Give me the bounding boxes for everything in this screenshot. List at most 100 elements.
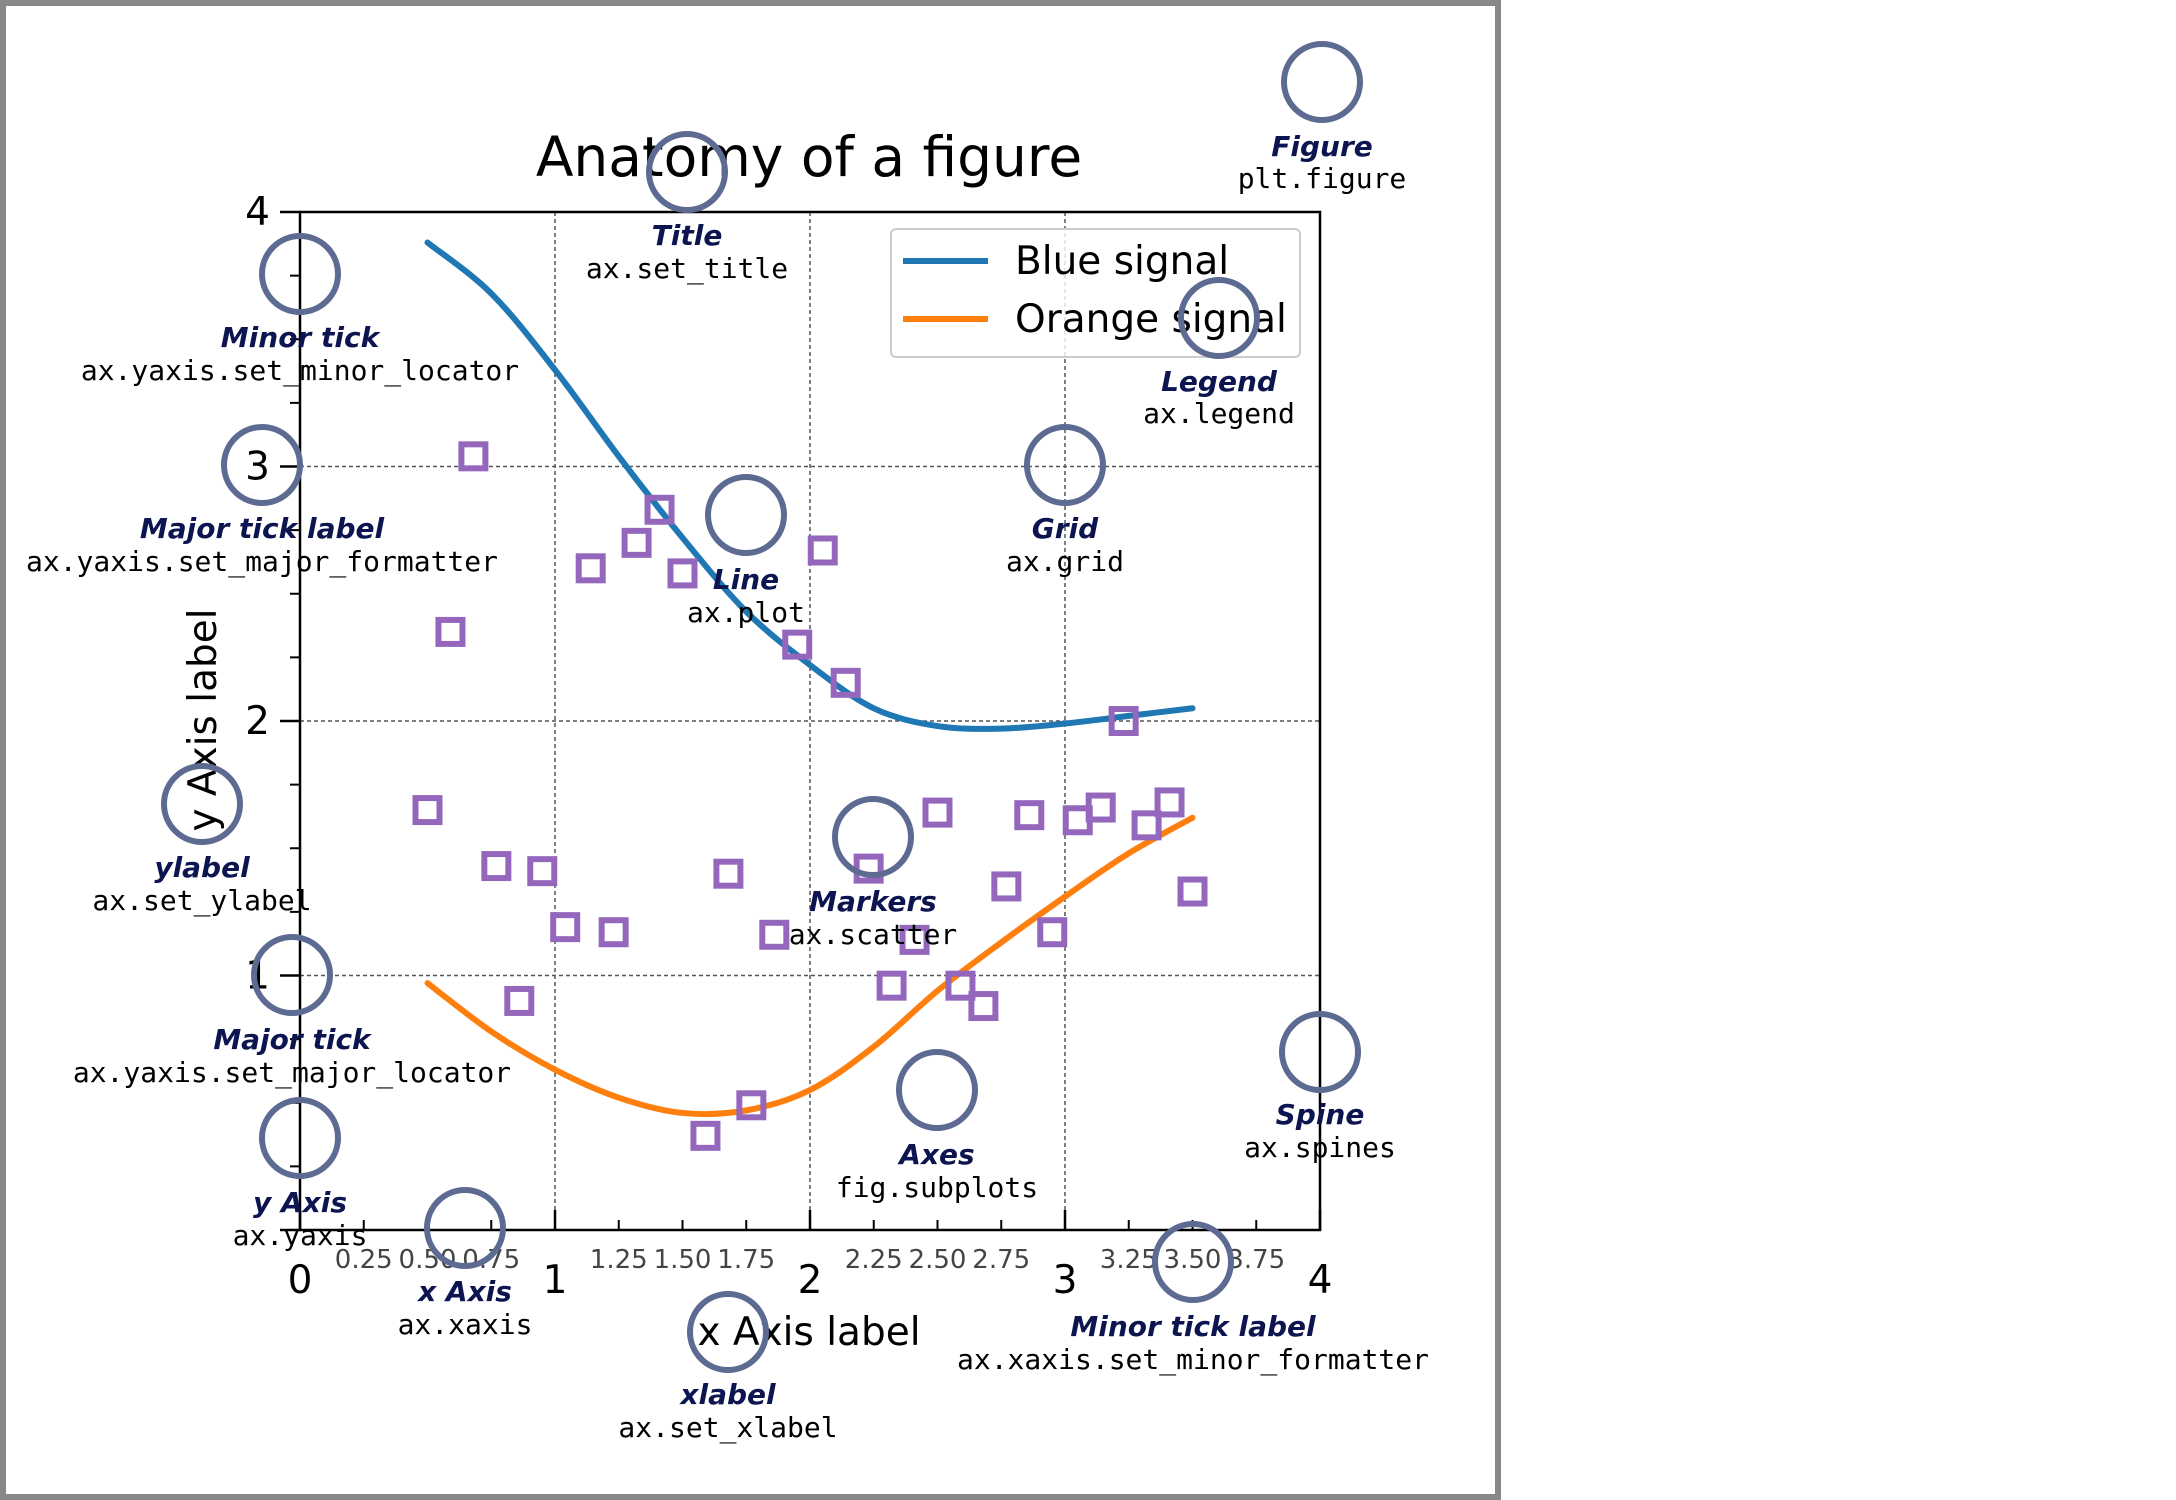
- annotation-xlabel: xlabel ax.set_xlabel: [618, 1291, 838, 1445]
- x-major-tick-label: 3: [1053, 1258, 1078, 1303]
- annotation-circle-title: [646, 131, 728, 213]
- annotation-circle-line: [705, 474, 787, 556]
- annotation-x-axis: x Axis ax.xaxis: [398, 1187, 533, 1341]
- x-minor-tick-label: 3.25: [1100, 1245, 1158, 1275]
- x-major-tick-label: 1: [543, 1258, 568, 1303]
- annotation-circle-x-axis: [424, 1187, 506, 1269]
- scatter-marker: [458, 441, 489, 472]
- y-major-tick-label: 3: [245, 445, 270, 490]
- annotation-figure: Figure plt.figure: [1238, 41, 1406, 195]
- annotation-code-legend: ax.legend: [1143, 397, 1295, 430]
- scatter-marker: [644, 494, 675, 525]
- annotation-code-xlabel: ax.set_xlabel: [618, 1411, 837, 1445]
- annotation-spine: Spine ax.spines: [1244, 1011, 1396, 1164]
- scatter-marker: [1131, 810, 1162, 841]
- scatter-marker: [690, 1120, 721, 1151]
- x-minor-tick-label: 2.25: [845, 1245, 903, 1275]
- annotation-grid: Grid ax.grid: [1006, 424, 1124, 578]
- annotation-circle-major-tick: [251, 934, 333, 1016]
- x-minor-tick-label: 2.75: [972, 1245, 1030, 1275]
- annotation-code-x-axis: ax.xaxis: [398, 1308, 533, 1341]
- scatter-marker: [1177, 876, 1208, 907]
- annotation-code-ylabel: ax.set_ylabel: [92, 884, 311, 918]
- annotation-code-y-axis: ax.yaxis: [233, 1219, 368, 1252]
- scatter-marker: [1037, 917, 1068, 948]
- annotation-line: Line ax.plot: [687, 474, 805, 629]
- annotation-y-axis: y Axis ax.yaxis: [233, 1097, 368, 1252]
- x-minor-tick-label: 1.75: [717, 1245, 775, 1275]
- scatter-marker: [830, 667, 861, 698]
- annotation-axes: Axes fig.subplots: [836, 1049, 1038, 1204]
- scatter-marker: [922, 797, 953, 828]
- y-major-tick-label: 4: [245, 190, 270, 235]
- annotation-code-line: ax.plot: [687, 596, 805, 629]
- scatter-marker: [1014, 800, 1045, 831]
- scatter-marker: [598, 917, 629, 948]
- series-line-orange-signal: [424, 814, 1196, 1118]
- annotation-code-major-tick-label: ax.yaxis.set_major_formatter: [26, 545, 498, 579]
- annotations: Figure plt.figure Title ax.set_title Leg…: [26, 41, 1429, 1445]
- legend-box: [890, 228, 1301, 358]
- plot-area: [412, 239, 1208, 1151]
- annotation-major-tick: Major tick ax.yaxis.set_major_locator: [73, 934, 511, 1090]
- scatter-marker: [412, 795, 443, 826]
- scatter-marker: [736, 1090, 767, 1121]
- scatter-marker: [1108, 706, 1139, 736]
- annotation-minor-tick-label: Minor tick label ax.xaxis.set_minor_form…: [957, 1221, 1429, 1377]
- annotation-code-markers: ax.scatter: [789, 918, 958, 951]
- annotation-circle-markers: [832, 796, 914, 878]
- annotation-label-major-tick-label: Major tick label: [140, 512, 385, 545]
- annotation-label-y-axis: y Axis: [253, 1186, 347, 1219]
- annotation-circle-figure: [1281, 41, 1363, 123]
- annotation-label-xlabel: xlabel: [678, 1378, 776, 1411]
- annotation-label-minor-tick: Minor tick: [221, 321, 382, 354]
- legend-label-orange: Orange signal: [1015, 297, 1287, 342]
- legend-label-blue: Blue signal: [1015, 239, 1229, 284]
- scatter-marker: [481, 851, 512, 882]
- annotation-circle-axes: [896, 1049, 978, 1131]
- annotation-circle-grid: [1024, 424, 1106, 506]
- annotation-circle-minor-tick: [259, 233, 341, 315]
- annotation-code-minor-tick-label: ax.xaxis.set_minor_formatter: [957, 1343, 1429, 1377]
- scatter-marker: [968, 991, 999, 1022]
- annotation-label-ylabel: ylabel: [154, 851, 250, 884]
- x-minor-tick-label: 0.25: [335, 1245, 393, 1275]
- annotation-code-minor-tick: ax.yaxis.set_minor_locator: [81, 354, 519, 388]
- legend: Blue signal Orange signal: [890, 228, 1301, 358]
- annotation-label-spine: Spine: [1276, 1098, 1365, 1131]
- x-major-tick-label: 0: [288, 1258, 313, 1303]
- scatter-marker: [807, 535, 838, 566]
- annotation-circle-y-axis: [259, 1097, 341, 1179]
- scatter-marker: [575, 553, 606, 584]
- scatter-marker: [550, 912, 581, 943]
- x-minor-tick-label: 0.75: [462, 1245, 520, 1275]
- annotation-label-title: Title: [652, 219, 723, 252]
- series-line-blue-signal: [424, 239, 1196, 732]
- annotation-markers: Markers ax.scatter: [789, 796, 958, 951]
- annotation-code-grid: ax.grid: [1006, 545, 1124, 578]
- annotation-label-legend: Legend: [1161, 365, 1278, 398]
- y-major-tick-label: 2: [245, 699, 270, 744]
- scatter-marker: [1085, 792, 1116, 823]
- annotation-code-major-tick: ax.yaxis.set_major_locator: [73, 1056, 511, 1090]
- annotation-label-axes: Axes: [897, 1138, 974, 1171]
- scatter-marker: [945, 970, 976, 1001]
- annotation-circle-legend: [1178, 277, 1260, 359]
- x-minor-tick-label: 3.50: [1164, 1245, 1222, 1275]
- scatter-marker: [876, 970, 907, 1001]
- annotation-circle-major-tick-label: [221, 424, 303, 506]
- x-major-tick-label: 2: [798, 1258, 823, 1303]
- x-minor-tick-label: 3.75: [1227, 1245, 1285, 1275]
- scatter-marker: [527, 856, 558, 887]
- annotation-label-line: Line: [713, 563, 779, 596]
- annotation-circle-xlabel: [687, 1291, 769, 1373]
- annotation-label-markers: Markers: [809, 885, 937, 918]
- scatter-marker: [504, 985, 535, 1016]
- x-axis-label: x Axis label: [697, 1310, 920, 1355]
- x-minor-tick-label: 2.50: [909, 1245, 967, 1275]
- x-major-tick-label: 4: [1308, 1258, 1333, 1303]
- annotation-label-grid: Grid: [1032, 512, 1099, 545]
- scatter-marker: [1154, 787, 1185, 818]
